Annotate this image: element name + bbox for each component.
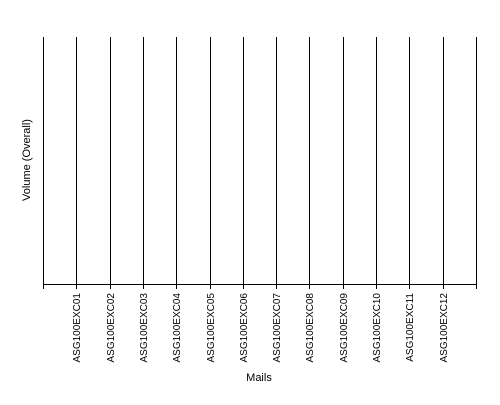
x-tick-label: ASG100EXC01: [72, 293, 83, 363]
y-axis-title: Volume (Overall): [21, 119, 33, 201]
x-tick-label: ASG100EXC07: [272, 293, 283, 363]
x-tick-label: ASG100EXC10: [372, 293, 383, 363]
x-tick-label: ASG100EXC11: [405, 293, 416, 362]
x-tick-label: ASG100EXC06: [239, 293, 250, 363]
x-tick-label: ASG100EXC03: [139, 293, 150, 363]
x-tick-label: ASG100EXC04: [172, 293, 183, 363]
axes: [43, 37, 477, 285]
x-tick-label: ASG100EXC02: [106, 293, 117, 363]
x-axis-tick-labels: ASG100EXC01 ASG100EXC02 ASG100EXC03 ASG100E…: [72, 293, 450, 363]
x-axis-ticks: [43, 284, 477, 289]
x-tick-label: ASG100EXC12: [439, 293, 450, 363]
x-tick-label: ASG100EXC09: [339, 293, 350, 363]
vertical-grid: [76, 37, 477, 284]
x-tick-label: ASG100EXC05: [206, 293, 217, 363]
x-tick-label: ASG100EXC08: [305, 293, 316, 363]
x-axis-title: Mails: [246, 372, 272, 384]
